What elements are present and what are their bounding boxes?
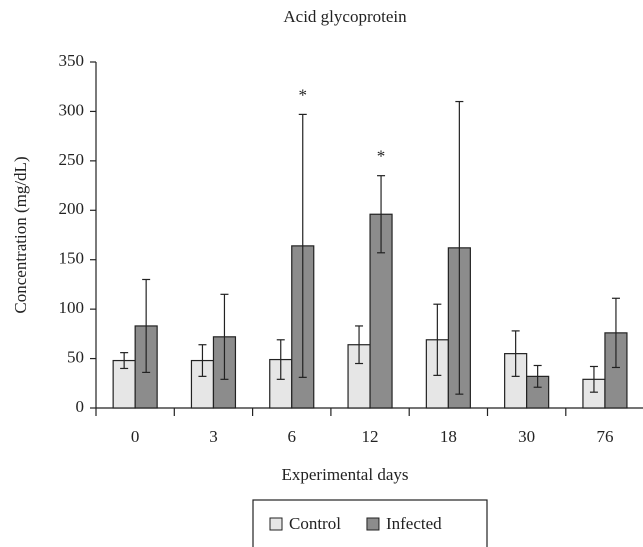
y-tick-label: 350 [59, 51, 85, 70]
legend-swatch [269, 517, 283, 531]
y-tick-label: 300 [59, 100, 85, 119]
error-bar [198, 344, 207, 377]
x-axis-label: Experimental days [282, 465, 409, 484]
x-tick-label: 30 [518, 427, 535, 446]
x-tick-label: 0 [131, 427, 140, 446]
legend-label: Infected [386, 514, 442, 533]
error-bar [220, 293, 229, 380]
annotation: * [377, 147, 386, 166]
error-bar [433, 303, 442, 376]
y-tick-label: 250 [59, 150, 85, 169]
error-bar [511, 330, 520, 377]
legend-swatch [366, 517, 380, 531]
y-axis-label: Concentration (mg/dL) [11, 156, 30, 313]
y-tick-label: 150 [59, 249, 85, 268]
error-bar [589, 365, 598, 393]
error-bar [120, 352, 129, 370]
x-tick-label: 12 [362, 427, 379, 446]
legend-label: Control [289, 514, 341, 533]
error-bar [142, 278, 151, 374]
x-tick-label: 76 [596, 427, 613, 446]
x-tick-label: 6 [288, 427, 297, 446]
error-bar [298, 113, 307, 378]
y-tick-label: 100 [59, 298, 85, 317]
chart-title: Acid glycoprotein [283, 7, 407, 26]
error-bar [355, 325, 364, 365]
y-tick-label: 0 [76, 397, 85, 416]
x-tick-label: 3 [209, 427, 218, 446]
y-tick-label: 200 [59, 199, 85, 218]
annotation: * [299, 85, 308, 104]
y-tick-label: 50 [67, 347, 84, 366]
error-bar [377, 175, 386, 254]
error-bar [533, 364, 542, 388]
error-bar [455, 100, 464, 395]
x-tick-label: 18 [440, 427, 457, 446]
error-bar [611, 297, 620, 369]
error-bar [276, 339, 285, 380]
